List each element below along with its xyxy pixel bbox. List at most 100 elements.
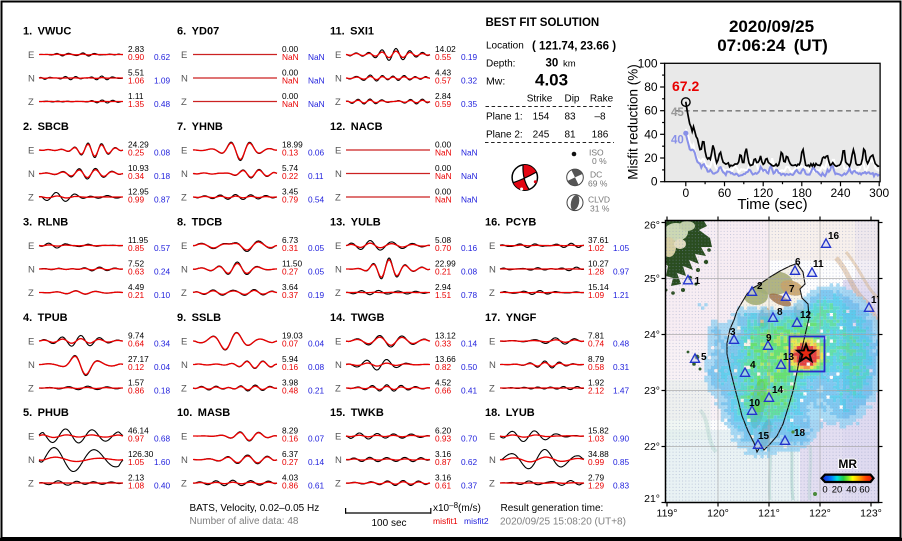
svg-text:0: 0 (651, 175, 658, 189)
svg-text:N: N (489, 264, 496, 275)
svg-text:8.29: 8.29 (282, 425, 299, 435)
svg-text:15.14: 15.14 (588, 282, 609, 292)
svg-text:0.35: 0.35 (461, 99, 478, 109)
svg-text:186: 186 (592, 130, 609, 141)
svg-text:154: 154 (533, 112, 550, 123)
svg-text:E: E (335, 50, 341, 61)
svg-text:121°: 121° (758, 508, 780, 520)
svg-text:0.99: 0.99 (588, 457, 605, 467)
svg-text:0.61: 0.61 (308, 480, 325, 490)
svg-text:31 %: 31 % (590, 204, 610, 214)
svg-text:Strike: Strike (527, 94, 553, 105)
svg-text:0.21: 0.21 (435, 266, 452, 276)
svg-text:18.99: 18.99 (282, 139, 303, 149)
svg-text:CLVD: CLVD (588, 195, 610, 205)
svg-text:1.05: 1.05 (613, 243, 630, 253)
svg-text:DC: DC (590, 170, 602, 180)
svg-text:1.57: 1.57 (128, 377, 145, 387)
svg-text:0.59: 0.59 (435, 99, 452, 109)
svg-text:15: 15 (758, 431, 770, 442)
svg-text:E: E (489, 336, 495, 347)
svg-text:0.31: 0.31 (613, 362, 630, 372)
svg-text:0.40: 0.40 (154, 480, 171, 490)
svg-text:0.07: 0.07 (308, 433, 325, 443)
svg-text:0.62: 0.62 (154, 52, 171, 62)
svg-text:0.86: 0.86 (128, 385, 145, 395)
svg-text:N: N (28, 455, 35, 466)
svg-text:Z: Z (28, 478, 34, 489)
svg-text:Z: Z (28, 288, 34, 299)
svg-text:100 sec: 100 sec (371, 518, 406, 529)
svg-text:0.85: 0.85 (128, 243, 145, 253)
svg-text:180: 180 (792, 186, 812, 200)
svg-text:9: 9 (766, 333, 772, 344)
svg-text:0.19: 0.19 (308, 290, 325, 300)
svg-text:7.52: 7.52 (128, 258, 145, 268)
svg-text:Misfit reduction (%): Misfit reduction (%) (626, 64, 641, 180)
svg-text:Z: Z (181, 288, 187, 299)
svg-text:0.25: 0.25 (128, 147, 145, 157)
svg-text:0.87: 0.87 (435, 457, 452, 467)
svg-text:13. YULB: 13. YULB (330, 216, 381, 228)
svg-text:83: 83 (564, 112, 576, 123)
svg-text:1.06: 1.06 (128, 75, 145, 85)
svg-text:0: 0 (822, 484, 827, 495)
svg-text:Z: Z (489, 383, 495, 394)
svg-text:0.86: 0.86 (282, 480, 299, 490)
svg-text:0.99: 0.99 (128, 194, 145, 204)
svg-text:Location: Location (486, 41, 524, 52)
svg-text:E: E (335, 241, 341, 252)
svg-text:4.03: 4.03 (282, 472, 299, 482)
svg-text:1.35: 1.35 (128, 99, 145, 109)
svg-text:1: 1 (695, 276, 701, 287)
svg-text:Time (sec): Time (sec) (737, 196, 807, 213)
svg-text:NaN: NaN (435, 194, 452, 204)
svg-text:0.21: 0.21 (128, 290, 145, 300)
svg-text:0.18: 0.18 (154, 385, 171, 395)
svg-text:16: 16 (828, 231, 840, 242)
svg-text:2.79: 2.79 (588, 472, 605, 482)
svg-text:245: 245 (533, 130, 550, 141)
svg-text:NaN: NaN (435, 147, 452, 157)
svg-text:0.13: 0.13 (282, 147, 299, 157)
svg-text:5.74: 5.74 (282, 163, 299, 173)
svg-text:1.21: 1.21 (613, 290, 630, 300)
svg-text:0.00: 0.00 (282, 67, 299, 77)
svg-text:1.08: 1.08 (128, 480, 145, 490)
svg-text:1.28: 1.28 (588, 266, 605, 276)
svg-text:0.08: 0.08 (154, 147, 171, 157)
svg-text:0.00: 0.00 (435, 163, 452, 173)
svg-text:10.93: 10.93 (128, 163, 149, 173)
svg-text:0.19: 0.19 (461, 52, 478, 62)
svg-text:Plane 2:: Plane 2: (486, 130, 523, 141)
svg-text:misfit2: misfit2 (464, 516, 489, 526)
svg-text:Z: Z (28, 383, 34, 394)
svg-text:0.85: 0.85 (613, 457, 630, 467)
svg-text:E: E (335, 336, 341, 347)
svg-text:6.37: 6.37 (282, 449, 299, 459)
svg-text:E: E (28, 50, 34, 61)
svg-text:15. TWKB: 15. TWKB (330, 407, 384, 419)
svg-text:NaN: NaN (282, 52, 299, 62)
svg-text:E: E (28, 241, 34, 252)
svg-text:0.11: 0.11 (308, 171, 324, 181)
svg-text:MR: MR (838, 457, 857, 471)
svg-text:17: 17 (871, 295, 883, 306)
svg-text:9.74: 9.74 (128, 330, 145, 340)
svg-text:3. RLNB: 3. RLNB (23, 216, 68, 228)
svg-text:4.03: 4.03 (535, 71, 568, 90)
svg-text:4.52: 4.52 (435, 377, 452, 387)
svg-text:E: E (181, 145, 187, 156)
svg-text:3.16: 3.16 (435, 449, 452, 459)
svg-text:N: N (335, 73, 342, 84)
svg-text:NaN: NaN (435, 171, 452, 181)
svg-text:0.08: 0.08 (308, 362, 325, 372)
svg-text:5.94: 5.94 (282, 354, 299, 364)
svg-text:30: 30 (546, 58, 559, 70)
svg-text:2.13: 2.13 (128, 472, 145, 482)
svg-text:0.63: 0.63 (128, 266, 145, 276)
svg-text:8.79: 8.79 (588, 354, 605, 364)
svg-text:20: 20 (832, 484, 843, 495)
svg-text:13: 13 (783, 352, 795, 363)
svg-text:E: E (181, 431, 187, 442)
